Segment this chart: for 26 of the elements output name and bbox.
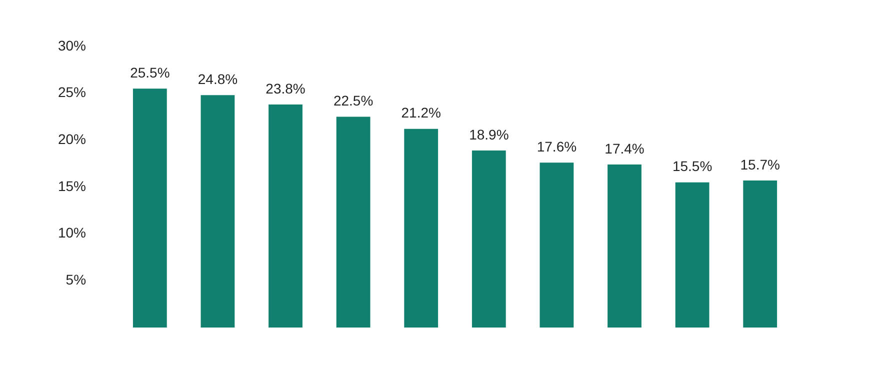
data-label: 15.5% — [672, 158, 712, 174]
y-tick-label: 5% — [66, 272, 86, 288]
bar — [200, 95, 235, 328]
y-tick-label: 25% — [58, 84, 86, 100]
y-tick-label: 30% — [58, 37, 86, 54]
y-tick-label: 20% — [58, 130, 86, 147]
data-label: 17.4% — [604, 140, 644, 156]
bar — [268, 104, 302, 328]
bar — [132, 88, 167, 328]
data-label: 21.2% — [401, 104, 441, 121]
bar — [540, 162, 574, 328]
data-label: 24.8% — [198, 71, 238, 87]
bar — [743, 180, 778, 328]
bar — [472, 150, 506, 328]
data-label: 25.5% — [130, 64, 170, 80]
y-tick-label: 15% — [58, 178, 86, 194]
data-label: 22.5% — [333, 92, 374, 109]
bar — [404, 128, 438, 328]
data-label: 17.6% — [536, 138, 577, 154]
bar — [608, 164, 642, 328]
bar — [336, 116, 370, 328]
y-tick-label: 10% — [58, 224, 86, 241]
data-label: 23.8% — [266, 80, 306, 96]
bar — [675, 182, 710, 328]
data-label: 15.7% — [740, 156, 780, 172]
data-label: 18.9% — [469, 126, 509, 142]
